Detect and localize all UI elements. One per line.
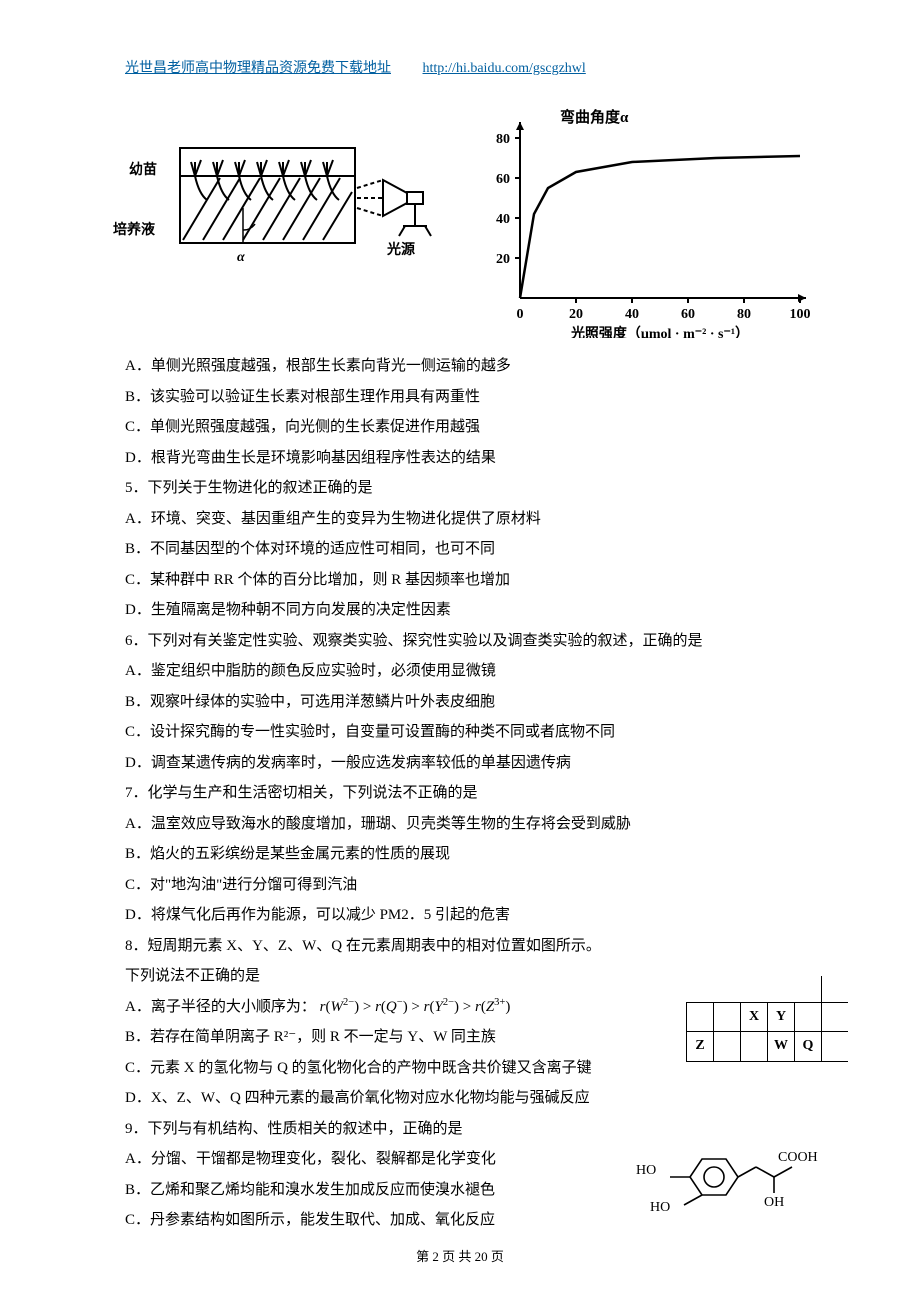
svg-text:80: 80	[737, 307, 751, 322]
svg-text:40: 40	[496, 212, 510, 227]
header-teacher: 光世昌老师高中物理精品资源免费下载地址	[125, 61, 391, 76]
q8-option-d: D．X、Z、W、Q 四种元素的最高价氧化物对应水化物均能与强碱反应	[125, 1084, 830, 1113]
q7-option-c: C．对"地沟油"进行分馏可得到汽油	[125, 871, 830, 900]
q5-stem: 5．下列关于生物进化的叙述正确的是	[125, 474, 830, 503]
svg-text:60: 60	[496, 172, 510, 187]
q8-a-prefix: A．离子半径的大小顺序为：	[125, 999, 316, 1015]
cell-w: W	[768, 1032, 795, 1062]
q9-block: 9．下列与有机结构、性质相关的叙述中，正确的是 A．分馏、干馏都是物理变化，裂化…	[125, 1115, 830, 1235]
mol-cooh: COOH	[778, 1150, 818, 1165]
svg-text:0: 0	[517, 307, 524, 322]
label-solution: 培养液	[113, 218, 155, 245]
q8-block: 8．短周期元素 X、Y、Z、W、Q 在元素周期表中的相对位置如图所示。 下列说法…	[125, 932, 830, 1113]
q4-option-c: C．单侧光照强度越强，向光侧的生长素促进作用越强	[125, 413, 830, 442]
cell-q: Q	[795, 1032, 822, 1062]
periodic-snippet: X Y Z W Q	[686, 976, 848, 1062]
svg-text:20: 20	[496, 252, 510, 267]
svg-text:80: 80	[496, 132, 510, 147]
experiment-diagram: 幼苗 培养液 α 光源	[125, 108, 450, 308]
svg-text:100: 100	[790, 307, 811, 322]
q6-option-c: C．设计探究酶的专一性实验时，自变量可设置酶的种类不同或者底物不同	[125, 718, 830, 747]
q4-option-b: B．该实验可以验证生长素对根部生理作用具有两重性	[125, 383, 830, 412]
mol-ho1: HO	[636, 1163, 656, 1178]
q6-option-b: B．观察叶绿体的实验中，可选用洋葱鳞片叶外表皮细胞	[125, 688, 830, 717]
label-seedling: 幼苗	[129, 158, 157, 185]
svg-text:40: 40	[625, 307, 639, 322]
cell-x: X	[741, 1002, 768, 1032]
q5-option-d: D．生殖隔离是物种朝不同方向发展的决定性因素	[125, 596, 830, 625]
q4-option-d: D．根背光弯曲生长是环境影响基因组程序性表达的结果	[125, 444, 830, 473]
label-alpha: α	[237, 245, 245, 272]
q7-option-a: A．温室效应导致海水的酸度增加，珊瑚、贝壳类等生物的生存将会受到威胁	[125, 810, 830, 839]
molecule-figure: HO HO OH COOH	[630, 1139, 830, 1214]
page-header: 光世昌老师高中物理精品资源免费下载地址 http://hi.baidu.com/…	[125, 56, 586, 83]
q5-option-a: A．环境、突变、基因重组产生的变异为生物进化提供了原材料	[125, 505, 830, 534]
cell-z: Z	[687, 1032, 714, 1062]
q6-option-a: A．鉴定组织中脂肪的颜色反应实验时，必须使用显微镜	[125, 657, 830, 686]
svg-text:60: 60	[681, 307, 695, 322]
bend-angle-chart: 20 40 60 80 0 20 40 60 80 100 弯曲角度α 光照强度（μmol · m⁻²…	[480, 108, 830, 338]
q5-option-c: C．某种群中 RR 个体的百分比增加，则 R 基因频率也增加	[125, 566, 830, 595]
svg-text:光照强度（μmol · m⁻² · s⁻¹）: 光照强度（μmol · m⁻² · s⁻¹）	[570, 325, 749, 338]
svg-text:20: 20	[569, 307, 583, 322]
mol-oh: OH	[764, 1195, 784, 1210]
q8-stem: 8．短周期元素 X、Y、Z、W、Q 在元素周期表中的相对位置如图所示。	[125, 932, 830, 961]
header-url[interactable]: http://hi.baidu.com/gscgzhwl	[423, 61, 586, 76]
svg-text:弯曲角度α: 弯曲角度α	[560, 108, 629, 126]
mol-ho2: HO	[650, 1200, 670, 1214]
label-light-source: 光源	[387, 238, 415, 265]
q6-stem: 6．下列对有关鉴定性实验、观察类实验、探究性实验以及调查类实验的叙述，正确的是	[125, 627, 830, 656]
q5-option-b: B．不同基因型的个体对环境的适应性可相同，也可不同	[125, 535, 830, 564]
q7-option-b: B．焰火的五彩缤纷是某些金属元素的性质的展现	[125, 840, 830, 869]
figure-row: 幼苗 培养液 α 光源 20 40 60 80 0 20 40 60 80 100 弯曲角度α 光照强…	[125, 108, 830, 338]
q7-stem: 7．化学与生产和生活密切相关，下列说法不正确的是	[125, 779, 830, 808]
page-number: 第 2 页 共 20 页	[0, 1245, 920, 1270]
q7-option-d: D．将煤气化后再作为能源，可以减少 PM2．5 引起的危害	[125, 901, 830, 930]
q4-option-a: A．单侧光照强度越强，根部生长素向背光一侧运输的越多	[125, 352, 830, 381]
cell-y: Y	[768, 1002, 795, 1032]
q6-option-d: D．调查某遗传病的发病率时，一般应选发病率较低的单基因遗传病	[125, 749, 830, 778]
